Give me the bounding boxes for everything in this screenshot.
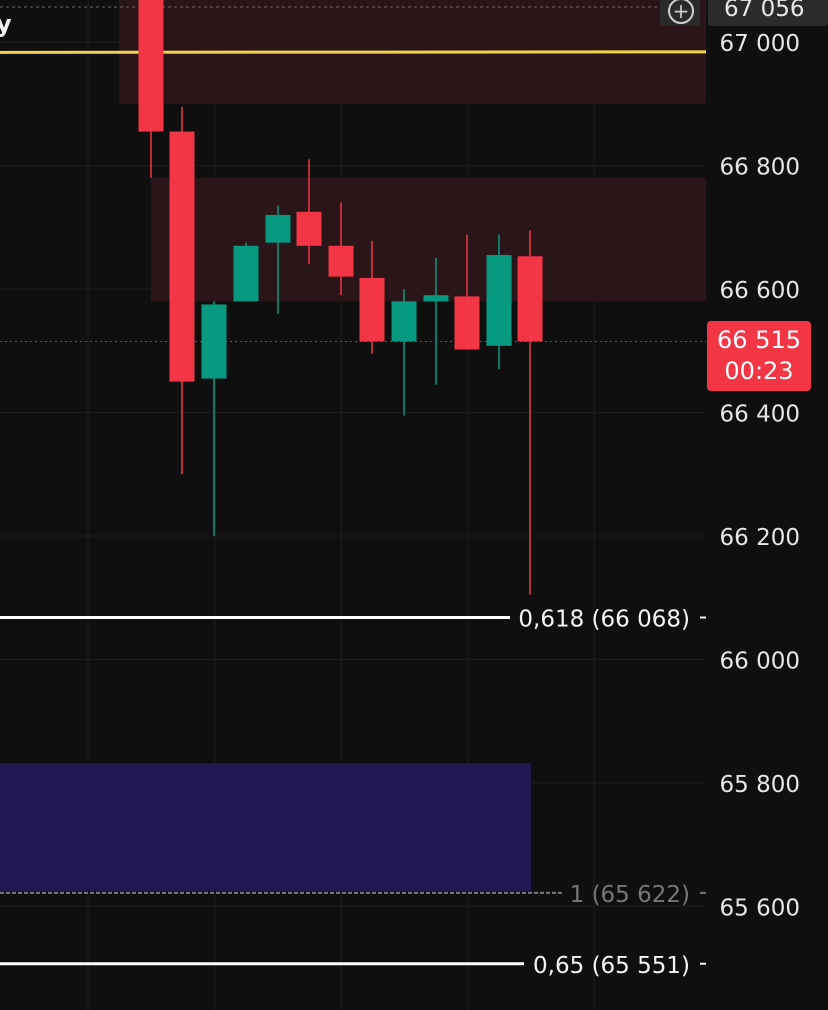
add-alert-button[interactable]: + xyxy=(660,0,700,26)
candle-body xyxy=(138,0,164,132)
trend-line xyxy=(0,50,707,54)
fib-level-label: 1 (65 622) xyxy=(570,882,690,908)
candle-countdown: 00:23 xyxy=(724,357,794,385)
candle-body xyxy=(486,255,512,346)
fib-level-label: 0,618 (66 068) xyxy=(518,607,690,633)
candle-body xyxy=(423,295,449,302)
candle-body xyxy=(391,301,417,342)
y-axis-tick-label: 66 600 xyxy=(720,278,800,304)
candle-body xyxy=(454,296,480,350)
candle-body xyxy=(328,245,354,277)
y-axis-tick-label: 66 400 xyxy=(720,402,800,428)
y-axis-tick-label: 67 000 xyxy=(720,31,800,57)
plus-icon: + xyxy=(668,0,694,24)
candle-body xyxy=(233,245,259,302)
fib-level-label: 0,65 (65 551) xyxy=(533,953,690,979)
candle-body xyxy=(201,304,227,379)
current-price-tag: 66 515 00:23 xyxy=(707,321,811,391)
y-axis-tick-label: 65 800 xyxy=(720,772,800,798)
y-axis-tick-label: 66 200 xyxy=(720,525,800,551)
y-axis-tick-label: 65 600 xyxy=(720,896,800,922)
candle-body xyxy=(296,211,322,246)
candle-body xyxy=(517,256,543,342)
y-axis-tick-label: 66 800 xyxy=(720,155,800,181)
current-price-value: 66 515 xyxy=(717,326,801,354)
candle-body xyxy=(169,131,195,382)
candle-body xyxy=(359,277,385,342)
candle-body xyxy=(265,214,291,243)
y-axis-tick-label: 66 000 xyxy=(720,649,800,675)
zone-rect xyxy=(0,763,531,892)
